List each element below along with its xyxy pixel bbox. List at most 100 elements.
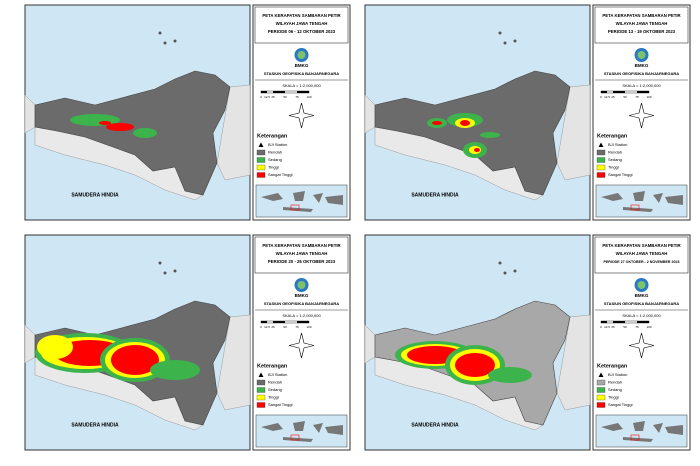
- info-box: PETA KERAPATAN SAMBARAN PETIR WILAYAH JAW…: [252, 4, 351, 221]
- scale-label: 75: [295, 95, 299, 99]
- map-panel: SAMUDERA HINDIA PETA KERAPATAN SAMBARAN P…: [24, 234, 351, 451]
- legend-label: BJI Station: [608, 372, 627, 377]
- scale-label: 25: [611, 95, 615, 99]
- inset-highlight: [290, 204, 300, 211]
- central-java: [34, 70, 231, 196]
- logo-text: BMKG: [295, 63, 309, 68]
- island: [158, 31, 162, 35]
- island: [173, 39, 177, 43]
- info-box: PETA KERAPATAN SAMBARAN PETIR WILAYAH JAW…: [592, 4, 691, 221]
- logo-inner: [637, 281, 646, 289]
- logo-inner: [297, 281, 306, 289]
- inset-highlight: [630, 204, 640, 211]
- scale-text: SKALA = 1:2,000,000: [622, 313, 661, 318]
- logo-text: BMKG: [635, 63, 649, 68]
- legend-swatch: [596, 149, 606, 156]
- legend-title: Keterangan: [597, 133, 628, 139]
- legend-label: Sedang: [268, 387, 282, 392]
- island: [163, 271, 167, 275]
- scale-label: 50: [283, 325, 287, 329]
- scale-label: 0: [260, 95, 262, 99]
- density-area: [150, 360, 200, 380]
- density-area: [480, 132, 500, 138]
- island: [498, 261, 502, 265]
- scale-label: 25: [271, 95, 275, 99]
- scale-label: 75: [635, 95, 639, 99]
- scale-bar-segment: [261, 321, 267, 323]
- map-region: WILAYAH JAWA TENGAH: [616, 251, 668, 256]
- scale-label: 75: [295, 325, 299, 329]
- map-panel: SAMUDERA HINDIA PETA KERAPATAN SAMBARAN P…: [364, 234, 691, 451]
- inset-land: [601, 421, 683, 442]
- island: [513, 39, 517, 43]
- logo-inner: [297, 51, 306, 59]
- map-period: PERIODE 13 - 19 OKTOBER 2023: [608, 29, 676, 34]
- legend-label: Rendah: [608, 380, 622, 385]
- north-arrow: [288, 102, 315, 129]
- scale-text: SKALA = 1:2,000,000: [622, 83, 661, 88]
- title-frame: [594, 6, 689, 44]
- legend-swatch: [596, 387, 606, 393]
- island: [158, 261, 162, 265]
- legend-label: BJI Station: [268, 372, 287, 377]
- legend-label: Tinggi: [268, 395, 279, 400]
- scale-label: 12.5: [264, 325, 270, 329]
- scale-label: 50: [623, 325, 627, 329]
- legend-symbol: [258, 372, 264, 377]
- scale-bar-segment: [613, 321, 625, 323]
- legend-label: Sangat Tinggi: [268, 172, 293, 177]
- density-area: [119, 125, 131, 129]
- station: STASIUN GEOFISIKA BANJARNEGARA: [604, 301, 679, 306]
- legend-label: Rendah: [268, 150, 282, 155]
- north-arrow: [288, 332, 315, 359]
- legend-label: Sedang: [608, 157, 622, 162]
- legend-label: Tinggi: [608, 395, 619, 400]
- central-java: [374, 70, 571, 196]
- legend-swatch: [596, 157, 606, 163]
- legend-title: Keterangan: [257, 363, 288, 369]
- station: STASIUN GEOFISIKA BANJARNEGARA: [264, 301, 339, 306]
- legend-swatch: [256, 172, 266, 178]
- title-frame: [594, 236, 689, 274]
- logo-text: BMKG: [295, 293, 309, 298]
- legend-title: Keterangan: [597, 363, 628, 369]
- scale-bar-segment: [637, 91, 649, 93]
- sea-label: SAMUDERA HINDIA: [71, 192, 119, 198]
- info-box: PETA KERAPATAN SAMBARAN PETIR WILAYAH JAW…: [592, 234, 691, 451]
- inset-highlight: [630, 434, 640, 441]
- legend-label: BJI Station: [608, 142, 627, 147]
- scale-bar-segment: [613, 91, 625, 93]
- map-title: PETA KERAPATAN SAMBARAN PETIR: [602, 243, 681, 248]
- density-area: [460, 120, 470, 126]
- legend-label: Tinggi: [608, 165, 619, 170]
- scale-bar-segment: [297, 91, 309, 93]
- legend-label: Sangat Tinggi: [268, 402, 293, 407]
- scale-label: 25: [271, 325, 275, 329]
- logo-text: BMKG: [635, 293, 649, 298]
- legend-label: Sedang: [608, 387, 622, 392]
- scale-bar-segment: [297, 321, 309, 323]
- density-area: [455, 353, 495, 377]
- legend-swatch: [256, 394, 266, 401]
- map-region: WILAYAH JAWA TENGAH: [276, 21, 328, 26]
- scale-bar-segment: [273, 321, 285, 323]
- sea-label: SAMUDERA HINDIA: [411, 192, 459, 198]
- map-period: PERIODE 06 - 12 OKTOBER 2023: [268, 29, 336, 34]
- density-area: [99, 121, 111, 125]
- scale-bar-segment: [261, 91, 267, 93]
- scale-bar-segment: [637, 321, 649, 323]
- scale-label: 50: [623, 95, 627, 99]
- info-box: PETA KERAPATAN SAMBARAN PETIR WILAYAH JAW…: [252, 234, 351, 451]
- scale-label: 12.5: [604, 325, 610, 329]
- legend-label: Tinggi: [268, 165, 279, 170]
- sea-label: SAMUDERA HINDIA: [71, 422, 119, 428]
- legend-label: Rendah: [268, 380, 282, 385]
- island: [173, 269, 177, 273]
- scale-bar-segment: [273, 91, 285, 93]
- legend-swatch: [256, 149, 266, 156]
- island: [163, 41, 167, 45]
- island: [503, 271, 507, 275]
- density-area: [111, 345, 159, 375]
- legend-label: Rendah: [608, 150, 622, 155]
